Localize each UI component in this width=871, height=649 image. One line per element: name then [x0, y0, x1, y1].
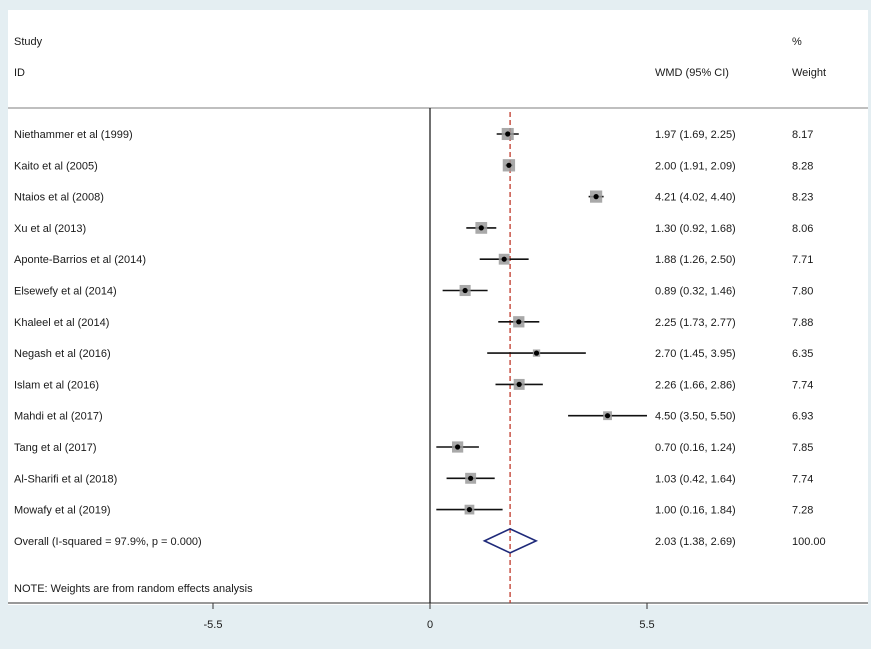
study-ci-text: 4.21 (4.02, 4.40) [655, 192, 736, 204]
study-weight: 7.88 [792, 317, 813, 329]
study-name: Niethammer et al (1999) [14, 129, 133, 141]
study-weight: 8.06 [792, 223, 813, 235]
study-point [468, 475, 474, 481]
study-name: Mahdi et al (2017) [14, 411, 103, 423]
study-ci-text: 1.00 (0.16, 1.84) [655, 505, 736, 517]
study-ci-text: 1.88 (1.26, 2.50) [655, 254, 736, 266]
study-point [462, 287, 468, 294]
study-weight: 7.28 [792, 505, 813, 517]
study-name: Khaleel et al (2014) [14, 317, 109, 329]
plot-panel [8, 10, 868, 605]
study-weight: 7.74 [792, 473, 813, 485]
study-weight: 7.74 [792, 379, 813, 391]
study-weight: 6.93 [792, 411, 813, 423]
study-name: Elsewefy et al (2014) [14, 286, 117, 298]
study-name: Xu et al (2013) [14, 223, 86, 235]
header-study: Study [14, 36, 43, 48]
study-point [455, 444, 461, 450]
study-point [466, 507, 473, 513]
study-name: Kaito et al (2005) [14, 160, 98, 172]
study-weight: 7.71 [792, 254, 813, 266]
study-name: Al-Sharifi et al (2018) [14, 473, 117, 485]
header-percent: % [792, 36, 802, 48]
study-name: Ntaios et al (2008) [14, 192, 104, 204]
study-name: Aponte-Barrios et al (2014) [14, 254, 146, 266]
study-ci-text: 0.89 (0.32, 1.46) [655, 286, 736, 298]
note-text: NOTE: Weights are from random effects an… [14, 583, 253, 595]
x-tick-label: -5.5 [204, 619, 223, 631]
study-name: Negash et al (2016) [14, 348, 111, 360]
study-ci-text: 2.70 (1.45, 3.95) [655, 348, 736, 360]
study-weight: 7.85 [792, 442, 813, 454]
overall-ci-text: 2.03 (1.38, 2.69) [655, 536, 736, 548]
x-tick-label: 5.5 [639, 619, 654, 631]
header-id: ID [14, 67, 25, 79]
study-name: Tang et al (2017) [14, 442, 97, 454]
study-point [501, 256, 507, 262]
overall-weight: 100.00 [792, 536, 826, 548]
study-point [505, 131, 511, 137]
study-weight: 8.17 [792, 129, 813, 141]
study-weight: 7.80 [792, 286, 813, 298]
study-weight: 8.28 [792, 160, 813, 172]
study-point [478, 225, 484, 231]
study-point [506, 162, 512, 168]
study-ci-text: 2.00 (1.91, 2.09) [655, 160, 736, 172]
overall-name: Overall (I-squared = 97.9%, p = 0.000) [14, 536, 202, 548]
study-point [516, 381, 522, 387]
study-point [593, 194, 599, 200]
study-point [516, 319, 522, 325]
study-name: Islam et al (2016) [14, 379, 99, 391]
study-name: Mowafy et al (2019) [14, 505, 111, 517]
study-weight: 8.23 [792, 192, 813, 204]
study-ci-text: 2.26 (1.66, 2.86) [655, 379, 736, 391]
study-weight: 6.35 [792, 348, 813, 360]
study-ci-text: 1.30 (0.92, 1.68) [655, 223, 736, 235]
study-ci-text: 4.50 (3.50, 5.50) [655, 411, 736, 423]
study-ci-text: 0.70 (0.16, 1.24) [655, 442, 736, 454]
header-effect: WMD (95% CI) [655, 67, 729, 79]
header-weight: Weight [792, 67, 826, 79]
x-tick-label: 0 [427, 619, 433, 631]
overall-diamond [482, 528, 539, 554]
study-ci-text: 2.25 (1.73, 2.77) [655, 317, 736, 329]
study-point [533, 350, 540, 356]
study-ci-text: 1.03 (0.42, 1.64) [655, 473, 736, 485]
study-point [604, 413, 611, 419]
chart-marks: Niethammer et al (1999) 1.97 (1.69, 2.25)… [14, 108, 826, 631]
study-ci-text: 1.97 (1.69, 2.25) [655, 129, 736, 141]
